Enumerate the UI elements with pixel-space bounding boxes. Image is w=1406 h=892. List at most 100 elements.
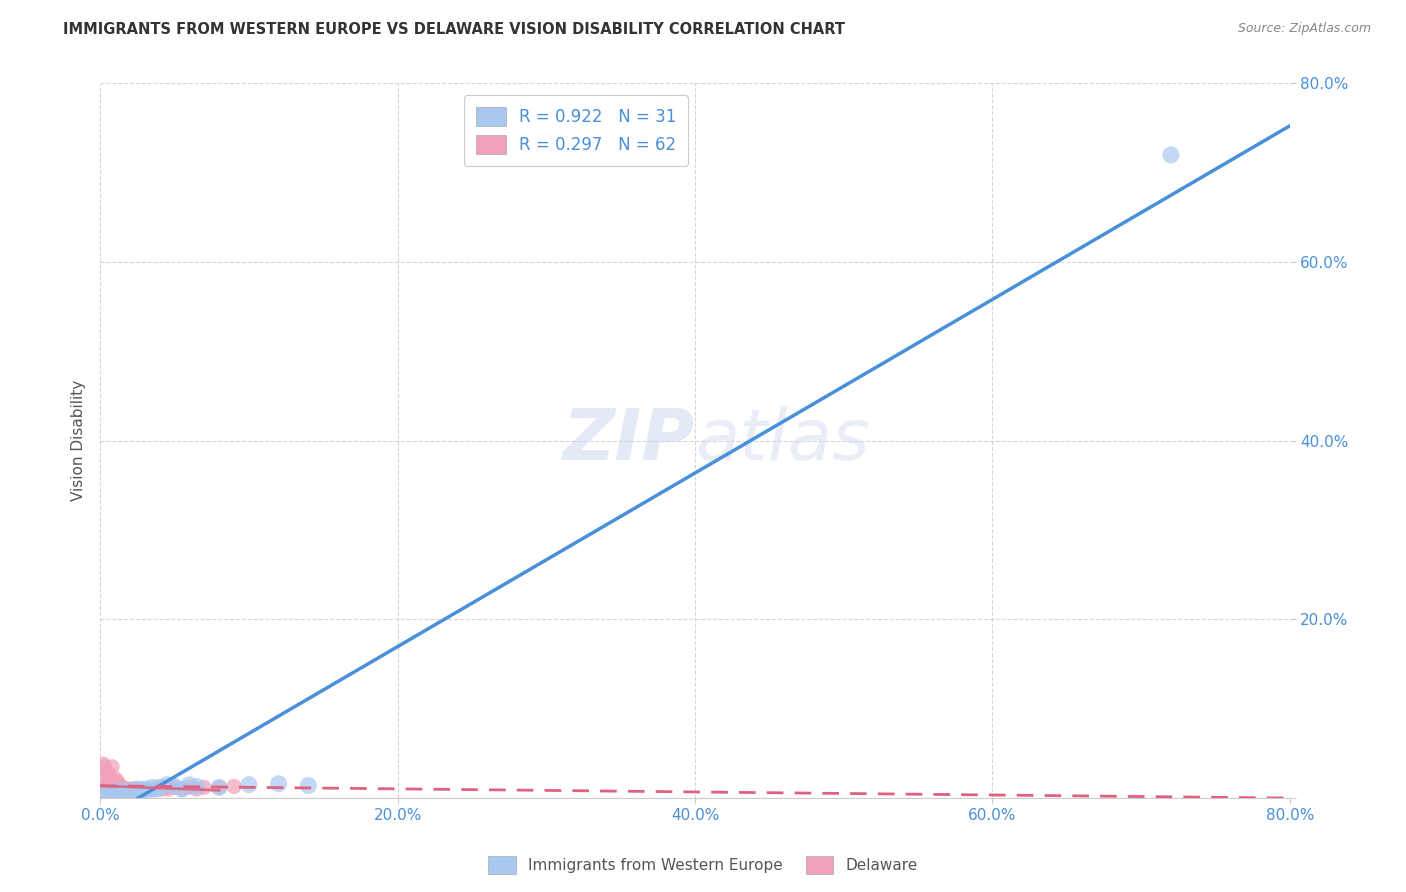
Point (114, 782, 136, 797)
Y-axis label: Vision Disability: Vision Disability (72, 380, 86, 501)
Point (170, 782, 193, 797)
Point (104, 780, 127, 795)
Point (267, 777, 290, 791)
Point (115, 787, 138, 801)
Point (107, 775, 129, 789)
Point (98, 769, 121, 783)
Point (118, 784, 141, 798)
Point (134, 782, 156, 797)
Point (163, 780, 186, 795)
Point (131, 782, 153, 797)
Point (104, 787, 127, 801)
Point (105, 784, 128, 798)
Point (111, 780, 134, 795)
Point (112, 784, 135, 798)
Point (124, 782, 146, 797)
Point (141, 780, 163, 795)
Point (127, 782, 149, 797)
Point (104, 787, 127, 801)
Point (107, 787, 129, 801)
Point (108, 787, 131, 801)
Point (131, 784, 153, 798)
Point (110, 784, 132, 798)
Point (297, 779, 319, 793)
Point (93, 780, 115, 795)
Point (179, 780, 201, 795)
Point (179, 778, 201, 792)
Point (208, 780, 231, 795)
Point (93, 789, 115, 803)
Point (1160, 148, 1182, 162)
Point (152, 782, 174, 797)
Point (104, 772, 127, 786)
Point (121, 786, 143, 800)
Legend: R = 0.922   N = 31, R = 0.297   N = 62: R = 0.922 N = 31, R = 0.297 N = 62 (464, 95, 688, 166)
Point (93, 782, 115, 797)
Point (105, 778, 128, 792)
Point (90, 787, 112, 801)
Point (94, 782, 117, 797)
Point (149, 780, 172, 795)
Point (100, 780, 122, 795)
Point (100, 773, 122, 788)
Point (100, 786, 122, 800)
Point (118, 784, 141, 798)
Point (156, 778, 179, 792)
Point (145, 782, 167, 797)
Point (91, 784, 114, 798)
Point (110, 784, 132, 798)
Text: ZIP: ZIP (562, 406, 695, 475)
Point (238, 778, 260, 792)
Point (91, 757, 114, 772)
Point (105, 785, 128, 799)
Point (134, 783, 156, 797)
Point (149, 780, 172, 795)
Point (94, 769, 117, 783)
Point (101, 788, 124, 802)
Point (112, 785, 135, 799)
Point (157, 782, 180, 797)
Point (155, 780, 177, 795)
Point (222, 780, 245, 794)
Text: Source: ZipAtlas.com: Source: ZipAtlas.com (1237, 22, 1371, 36)
Point (136, 782, 159, 797)
Point (97, 788, 120, 802)
Text: atlas: atlas (695, 406, 870, 475)
Point (94, 784, 117, 798)
Text: IMMIGRANTS FROM WESTERN EUROPE VS DELAWARE VISION DISABILITY CORRELATION CHART: IMMIGRANTS FROM WESTERN EUROPE VS DELAWA… (63, 22, 845, 37)
Point (170, 782, 193, 797)
Point (101, 775, 124, 789)
Point (141, 783, 163, 797)
Point (111, 786, 134, 800)
Point (103, 786, 125, 800)
Point (115, 784, 138, 798)
Point (193, 780, 215, 795)
Point (108, 779, 131, 793)
Point (163, 780, 186, 794)
Point (103, 778, 125, 792)
Point (97, 766, 120, 780)
Point (127, 782, 149, 797)
Point (108, 784, 131, 798)
Point (107, 786, 129, 800)
Point (98, 775, 121, 789)
Point (101, 787, 124, 801)
Point (186, 782, 208, 797)
Point (145, 782, 167, 797)
Point (97, 786, 120, 800)
Point (101, 760, 124, 774)
Point (136, 783, 159, 797)
Point (93, 760, 115, 774)
Point (117, 782, 139, 797)
Point (97, 778, 120, 792)
Point (128, 784, 150, 798)
Point (208, 780, 231, 795)
Point (186, 780, 208, 794)
Point (111, 787, 134, 801)
Point (98, 787, 121, 801)
Point (120, 782, 142, 797)
Point (100, 787, 122, 801)
Point (103, 784, 125, 798)
Point (98, 784, 121, 798)
Point (121, 784, 143, 798)
